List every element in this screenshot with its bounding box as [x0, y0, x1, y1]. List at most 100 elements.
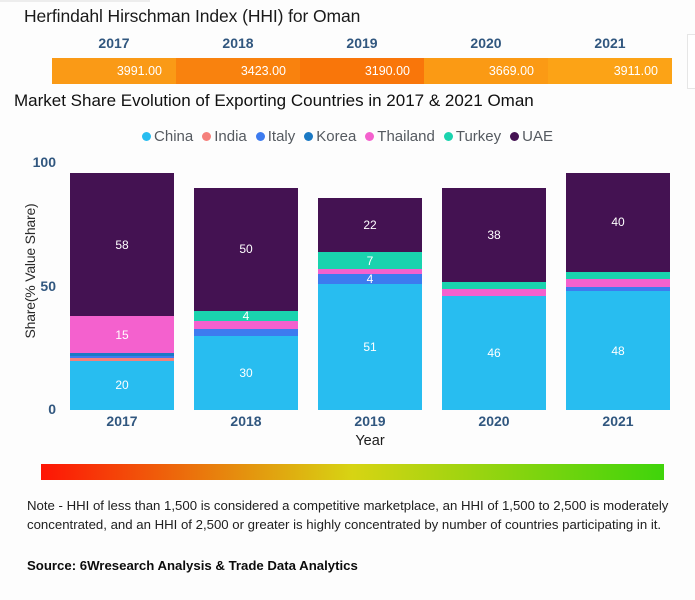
- bar-segment-thailand-2021[interactable]: [566, 279, 670, 287]
- bar-segment-value: 20: [115, 378, 129, 393]
- bar-segment-value: 58: [115, 237, 129, 252]
- legend-item-turkey[interactable]: Turkey: [443, 128, 502, 145]
- top-divider: [0, 0, 150, 2]
- bar-column-2018: 50 4 30: [184, 163, 308, 410]
- y-tick-0: 0: [48, 401, 56, 417]
- bar-group: 58 15 20 50 4 30 22 7 4 51 38 46 40 48: [60, 163, 680, 410]
- x-tick-2021: 2021: [602, 413, 634, 429]
- hhi-value-cell-2017: 3991.00: [52, 58, 176, 84]
- legend-label: China: [154, 128, 194, 145]
- stacked-bar-2019[interactable]: 22 7 4 51: [318, 197, 422, 410]
- plot-wrapper: Share(% Value Share) 100 50 0 58 15 20 50 4 30 2…: [0, 154, 695, 450]
- bar-segment-korea-2017[interactable]: [70, 353, 174, 356]
- bar-segment-uae-2017[interactable]: 58: [70, 172, 174, 317]
- legend-item-uae[interactable]: UAE: [510, 128, 553, 145]
- x-tick-2018: 2018: [230, 413, 262, 429]
- bar-segment-turkey-2020[interactable]: [442, 281, 546, 289]
- hhi-year-2020: 2020: [470, 35, 502, 51]
- bar-segment-thailand-2020[interactable]: [442, 288, 546, 297]
- bar-segment-italy-2018[interactable]: [194, 328, 298, 336]
- bar-segment-china-2018[interactable]: 30: [194, 335, 298, 410]
- y-tick-50: 50: [40, 277, 56, 294]
- bar-segment-value: 38: [487, 227, 501, 242]
- legend-swatch-icon: [255, 132, 265, 141]
- legend-item-india[interactable]: India: [202, 128, 247, 145]
- hhi-value-cell-2021: 3911.00: [548, 58, 672, 84]
- hhi-year-2019: 2019: [346, 35, 378, 51]
- stacked-bar-2017[interactable]: 58 15 20: [70, 172, 174, 410]
- bar-segment-value: 30: [239, 365, 253, 380]
- bar-segment-value: 48: [611, 343, 625, 358]
- bar-segment-thailand-2019[interactable]: [318, 269, 422, 275]
- legend-label: Turkey: [455, 128, 502, 145]
- bar-column-2020: 38 46: [432, 163, 556, 410]
- bar-segment-italy-2017[interactable]: [70, 355, 174, 359]
- x-axis-label: Year: [355, 433, 385, 449]
- hhi-year-2017: 2017: [98, 35, 130, 51]
- bar-segment-turkey-2019[interactable]: 7: [318, 251, 422, 270]
- y-tick-100: 100: [32, 154, 56, 170]
- color-gradient-strip: [41, 464, 664, 480]
- hhi-year-2021: 2021: [594, 35, 626, 51]
- legend-label: Thailand: [377, 128, 435, 145]
- footer-note: Note - HHI of less than 1,500 is conside…: [27, 498, 669, 533]
- bar-segment-italy-2019[interactable]: 4: [318, 272, 422, 287]
- bar-segment-value: 51: [363, 340, 377, 355]
- legend-swatch-icon: [304, 132, 314, 141]
- hhi-value-bar: 3991.00 3423.00 3190.00 3669.00 3911.00: [52, 58, 672, 84]
- right-edge-artifact-bottom: [687, 60, 695, 89]
- bar-segment-uae-2019[interactable]: 22: [318, 197, 422, 252]
- hhi-year-2018: 2018: [222, 35, 254, 51]
- bar-segment-value: 15: [115, 327, 129, 342]
- bar-segment-turkey-2021[interactable]: [566, 271, 670, 280]
- chart-title: Market Share Evolution of Exporting Coun…: [14, 91, 534, 110]
- legend-item-china[interactable]: China: [142, 128, 193, 145]
- hhi-year-header-row: 2017 2018 2019 2020 2021: [52, 35, 672, 51]
- legend-item-korea[interactable]: Korea: [304, 128, 356, 145]
- bar-segment-india-2017[interactable]: [70, 358, 174, 361]
- bar-segment-uae-2020[interactable]: 38: [442, 187, 546, 282]
- hhi-value-cell-2020: 3669.00: [424, 58, 548, 84]
- legend-label: Korea: [316, 128, 357, 145]
- footer-source: Source: 6Wresearch Analysis & Trade Data…: [27, 558, 358, 573]
- legend-swatch-icon: [510, 132, 520, 141]
- bar-segment-thailand-2018[interactable]: [194, 321, 298, 329]
- legend-item-thailand[interactable]: Thailand: [365, 128, 435, 145]
- bar-segment-china-2020[interactable]: 46: [442, 296, 546, 410]
- bar-segment-china-2017[interactable]: 20: [70, 360, 174, 410]
- bar-segment-value: 22: [363, 217, 377, 232]
- bar-segment-value: 4: [242, 309, 250, 324]
- bar-segment-value: 46: [487, 346, 501, 361]
- bar-segment-italy-2021[interactable]: [566, 286, 670, 292]
- legend-label: Italy: [267, 128, 296, 145]
- legend-label: UAE: [522, 128, 553, 145]
- stacked-bar-2021[interactable]: 40 48: [566, 172, 670, 410]
- bar-segment-value: 50: [239, 242, 253, 257]
- bar-segment-uae-2021[interactable]: 40: [566, 172, 670, 272]
- bar-segment-uae-2018[interactable]: 50: [194, 187, 298, 312]
- legend-swatch-icon: [202, 132, 212, 141]
- right-edge-artifact-top: [687, 34, 695, 62]
- plot-area: 58 15 20 50 4 30 22 7 4 51 38 46 40 48: [60, 163, 680, 410]
- y-axis-ticks: 100 50 0: [0, 154, 56, 417]
- stacked-bar-2020[interactable]: 38 46: [442, 187, 546, 410]
- x-tick-2019: 2019: [354, 413, 386, 429]
- bar-segment-thailand-2017[interactable]: 15: [70, 316, 174, 354]
- bar-segment-turkey-2018[interactable]: 4: [194, 309, 298, 324]
- stacked-bar-2018[interactable]: 50 4 30: [194, 187, 298, 410]
- hhi-value-cell-2018: 3423.00: [176, 58, 300, 84]
- bar-segment-china-2019[interactable]: 51: [318, 284, 422, 410]
- bar-segment-value: 4: [366, 272, 374, 287]
- chart-legend: China India Italy Korea Thailand Turkey UAE: [0, 128, 695, 145]
- x-tick-2017: 2017: [106, 413, 138, 429]
- legend-swatch-icon: [443, 132, 453, 141]
- x-tick-2020: 2020: [478, 413, 510, 429]
- hhi-value-cell-2019: 3190.00: [300, 58, 424, 84]
- bar-segment-china-2021[interactable]: 48: [566, 291, 670, 410]
- x-axis-ticks: 2017 2018 2019 2020 2021: [60, 413, 680, 429]
- hhi-title: Herfindahl Hirschman Index (HHI) for Oma…: [24, 6, 361, 26]
- bar-column-2017: 58 15 20: [60, 163, 184, 410]
- bar-column-2019: 22 7 4 51: [308, 163, 432, 410]
- legend-item-italy[interactable]: Italy: [255, 128, 296, 145]
